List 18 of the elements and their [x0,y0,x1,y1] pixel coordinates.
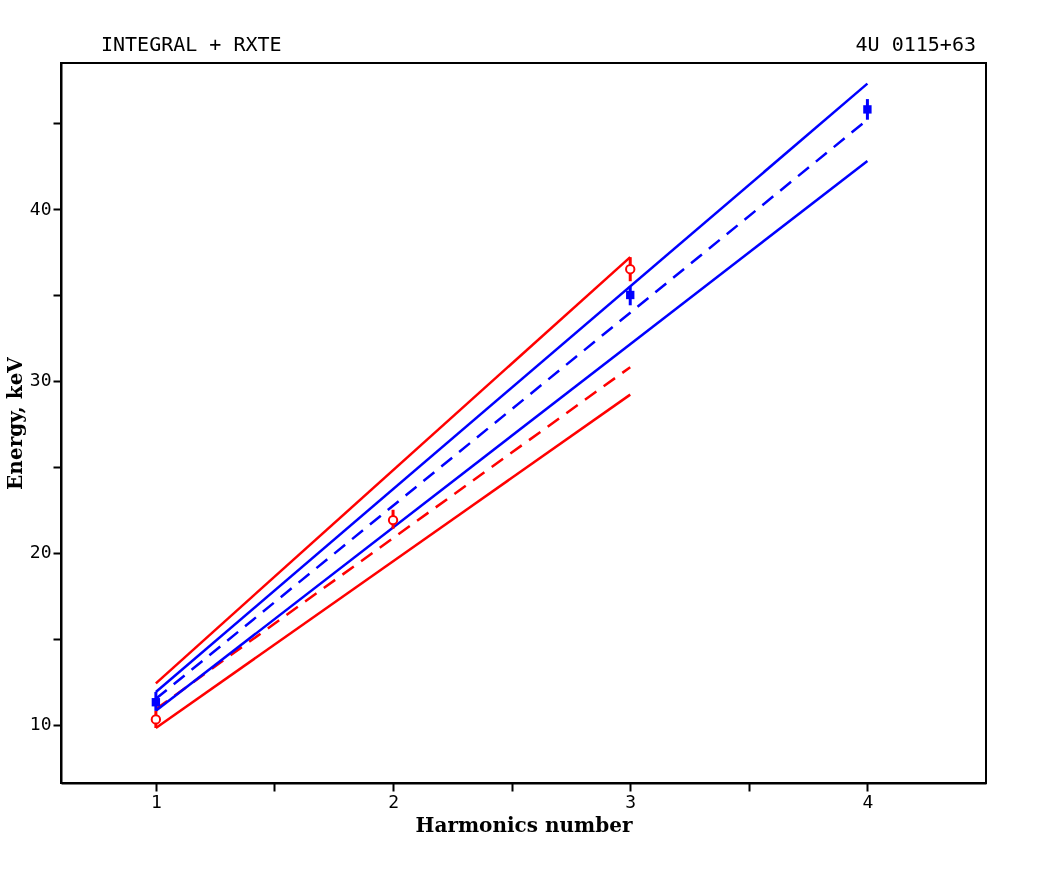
chart-title: INTEGRAL + RXTE [101,32,282,56]
x-tick-label: 1 [150,790,162,812]
point [863,105,872,114]
point [151,698,161,707]
y-tick-label: 10 [29,713,52,735]
point [626,290,635,300]
y-tick-label: 40 [29,197,52,219]
point [387,514,399,526]
y-tick-label: 30 [29,369,52,391]
x-tick-label: 3 [625,790,637,812]
x-axis-title: Harmonics number [415,812,633,837]
x-tick-label: 2 [388,790,399,812]
point [625,264,636,275]
y-axis-title: Energy, keV [2,356,27,490]
x-tick-label: 4 [862,790,874,812]
point [150,714,162,725]
text: 4U 0115+63 [855,32,976,56]
y-tick-label: 20 [29,541,52,563]
